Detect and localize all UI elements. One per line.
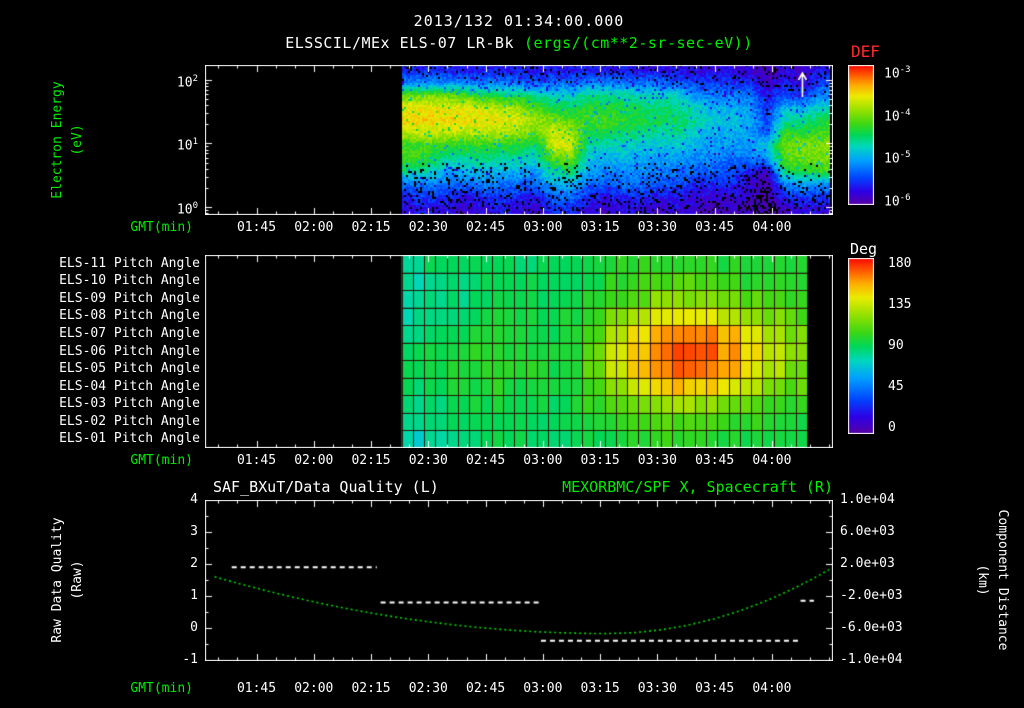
x-tick-label: 02:00 <box>294 220 334 235</box>
deg-colorbar-tick: 135 <box>888 297 912 312</box>
energy-tick-label: 100 <box>176 200 198 218</box>
pitch-row-label: ELS-04 Pitch Angle <box>59 378 200 394</box>
quality-tick-label: 2 <box>190 556 198 571</box>
def-colorbar-tick: 10-3 <box>884 65 911 82</box>
spectrogram-y-axis-title: Electron Energy (eV) <box>48 81 88 198</box>
x-tick-label: 03:30 <box>637 220 677 235</box>
deg-colorbar-tick: 45 <box>888 379 904 394</box>
pitch-row-label: ELS-09 Pitch Angle <box>59 290 200 306</box>
x-tick-label: 02:15 <box>351 220 391 235</box>
distance-y-axis-title: Component Distance (km) <box>972 510 1012 651</box>
header-title: ELSSCIL/MEx ELS-07 LR-Bk (ergs/(cm**2-sr-… <box>145 34 893 52</box>
x-tick-label: 03:30 <box>637 681 677 696</box>
distance-tick-label: 6.0e+03 <box>840 524 895 539</box>
x-tick-label: 04:00 <box>752 681 792 696</box>
x-tick-label: 03:00 <box>523 220 563 235</box>
x-tick-label: 03:30 <box>637 453 677 468</box>
electron-energy-spectrogram[interactable] <box>205 65 833 215</box>
x-tick-label: 02:15 <box>351 681 391 696</box>
x-tick-label: 03:00 <box>523 453 563 468</box>
x-tick-label: 02:00 <box>294 453 334 468</box>
axis-title-line: Component Distance <box>995 509 1010 651</box>
axis-title-line: (km) <box>975 564 990 596</box>
pitch-row-label: ELS-03 Pitch Angle <box>59 396 200 412</box>
header-instrument: ELSSCIL/MEx ELS-07 LR-Bk <box>285 34 514 52</box>
deg-colorbar-tick: 180 <box>888 256 912 271</box>
left-series-title: SAF_BXuT/Data Quality (L) <box>213 478 439 496</box>
distance-tick-label: 2.0e+03 <box>840 556 895 571</box>
quality-y-axis-title: Raw Data Quality (Raw) <box>48 517 88 642</box>
deg-colorbar-tick: 0 <box>888 420 896 435</box>
distance-tick-label: -6.0e+03 <box>840 620 903 635</box>
pitch-row-label: ELS-05 Pitch Angle <box>59 361 200 377</box>
quality-tick-label: 1 <box>190 588 198 603</box>
x-tick-label: 01:45 <box>236 453 277 468</box>
x-tick-label: 01:45 <box>236 220 277 235</box>
pitch-row-label: ELS-11 Pitch Angle <box>59 255 200 271</box>
axis-title-line: (eV) <box>70 124 85 156</box>
axis-title-line: Electron Energy <box>50 81 65 199</box>
x-axis-title: GMT(min) <box>130 681 193 696</box>
def-colorbar <box>848 65 874 205</box>
energy-tick-label: 101 <box>176 137 198 154</box>
x-tick-label: 03:15 <box>580 681 620 696</box>
x-tick-label: 02:15 <box>351 453 391 468</box>
pitch-angle-panel[interactable] <box>205 255 833 448</box>
header-units: (ergs/(cm**2-sr-sec-eV)) <box>524 34 753 52</box>
x-tick-label: 03:45 <box>695 681 735 696</box>
x-tick-label: 03:00 <box>523 681 563 696</box>
x-tick-label: 02:00 <box>294 681 334 696</box>
pitch-row-label: ELS-08 Pitch Angle <box>59 308 200 324</box>
pitch-row-label: ELS-02 Pitch Angle <box>59 413 200 429</box>
x-tick-label: 02:45 <box>466 220 506 235</box>
x-tick-label: 01:45 <box>236 681 277 696</box>
pitch-row-label: ELS-06 Pitch Angle <box>59 343 200 359</box>
x-tick-label: 04:00 <box>752 453 792 468</box>
x-tick-label: 02:30 <box>408 220 448 235</box>
x-tick-label: 02:30 <box>408 681 448 696</box>
quality-tick-label: 4 <box>190 492 198 507</box>
energy-tick-label: 102 <box>176 74 198 91</box>
x-axis-title: GMT(min) <box>130 220 193 235</box>
distance-tick-label: 1.0e+04 <box>840 492 895 507</box>
def-colorbar-title: DEF <box>851 42 880 61</box>
deg-colorbar-title: Deg <box>850 240 878 258</box>
x-tick-label: 03:45 <box>695 220 735 235</box>
def-colorbar-tick: 10-6 <box>884 193 911 210</box>
deg-colorbar-tick: 90 <box>888 338 904 353</box>
x-tick-label: 02:30 <box>408 453 448 468</box>
quality-tick-label: 3 <box>190 524 198 539</box>
axis-title-line: Raw Data Quality <box>50 517 65 643</box>
right-series-title: MEXORBMC/SPF X, Spacecraft (R) <box>562 478 833 496</box>
distance-tick-label: -2.0e+03 <box>840 588 903 603</box>
header-datetime: 2013/132 01:34:00.000 <box>413 12 625 30</box>
pitch-row-label: ELS-10 Pitch Angle <box>59 273 200 289</box>
def-colorbar-tick: 10-5 <box>884 150 911 167</box>
quality-tick-label: 0 <box>190 620 198 635</box>
quality-distance-plot[interactable] <box>205 500 833 661</box>
quality-tick-label: -1 <box>182 652 198 667</box>
x-tick-label: 03:45 <box>695 453 735 468</box>
x-tick-label: 04:00 <box>752 220 792 235</box>
def-colorbar-tick: 10-4 <box>884 107 911 124</box>
axis-title-line: (Raw) <box>70 560 85 600</box>
x-tick-label: 02:45 <box>466 681 506 696</box>
pitch-row-label: ELS-01 Pitch Angle <box>59 431 200 447</box>
x-axis-title: GMT(min) <box>130 453 193 468</box>
x-tick-label: 03:15 <box>580 453 620 468</box>
x-tick-label: 03:15 <box>580 220 620 235</box>
distance-tick-label: -1.0e+04 <box>840 652 903 667</box>
pitch-row-label: ELS-07 Pitch Angle <box>59 325 200 341</box>
deg-colorbar-lower <box>848 258 874 434</box>
x-tick-label: 02:45 <box>466 453 506 468</box>
